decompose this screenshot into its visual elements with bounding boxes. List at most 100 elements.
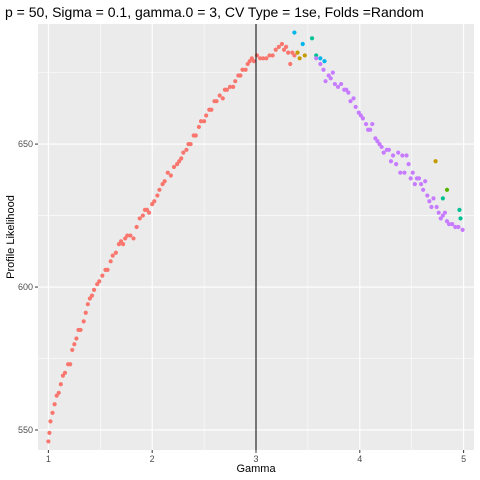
- data-point-series-6: [321, 67, 326, 72]
- data-point-series-1: [240, 67, 245, 72]
- data-point-series-1: [273, 47, 278, 52]
- x-tick-label: 1: [46, 454, 51, 464]
- data-point-series-6: [339, 81, 344, 87]
- data-point-series-1: [83, 310, 88, 315]
- data-point-series-6: [404, 153, 409, 158]
- data-point-series-1: [284, 44, 289, 49]
- data-point-series-1: [238, 73, 243, 78]
- data-point-series-4: [457, 207, 462, 212]
- data-point-series-1: [70, 347, 75, 353]
- data-point-series-1: [62, 370, 68, 375]
- data-point-series-6: [425, 193, 430, 198]
- data-point-series-1: [91, 287, 97, 292]
- data-point-series-1: [68, 362, 73, 367]
- data-point-series-2: [295, 50, 300, 55]
- data-point-series-1: [85, 302, 90, 307]
- data-point-series-1: [184, 147, 189, 152]
- x-tick-label: 4: [357, 454, 362, 464]
- data-point-series-1: [157, 187, 162, 192]
- data-point-series-1: [155, 193, 160, 198]
- data-point-series-5: [322, 59, 327, 64]
- data-point-series-1: [267, 53, 272, 58]
- data-point-series-6: [427, 199, 432, 204]
- data-point-series-1: [48, 419, 53, 424]
- data-point-series-1: [108, 259, 113, 264]
- data-point-series-1: [286, 50, 291, 55]
- chart-title: p = 50, Sigma = 0.1, gamma.0 = 3, CV Typ…: [5, 4, 424, 20]
- data-point-series-6: [360, 116, 366, 121]
- data-point-series-6: [423, 179, 428, 184]
- data-point-series-2: [297, 56, 302, 61]
- data-point-series-1: [100, 273, 105, 278]
- data-point-series-1: [121, 242, 126, 247]
- data-point-series-6: [400, 153, 405, 158]
- x-axis-ticks: 1 2 3 4 5: [46, 450, 466, 464]
- data-point-series-6: [396, 150, 401, 155]
- data-point-series-1: [292, 53, 297, 58]
- y-tick-label: 550: [18, 425, 33, 435]
- data-point-series-5: [292, 30, 297, 35]
- data-point-series-1: [74, 336, 79, 341]
- data-point-series-2: [433, 159, 438, 164]
- data-point-series-1: [288, 61, 293, 67]
- data-point-series-1: [196, 124, 202, 130]
- data-point-series-6: [335, 84, 341, 89]
- data-point-series-6: [390, 153, 396, 158]
- data-point-series-1: [214, 99, 219, 104]
- y-tick-label: 600: [18, 282, 33, 292]
- data-point-series-1: [231, 84, 236, 89]
- data-point-series-6: [410, 170, 415, 175]
- data-point-series-6: [381, 150, 386, 155]
- data-point-series-6: [363, 121, 369, 127]
- data-point-series-6: [323, 79, 328, 84]
- data-point-series-6: [429, 204, 434, 210]
- data-point-series-6: [318, 61, 323, 67]
- data-point-series-4: [440, 196, 445, 201]
- data-point-series-6: [398, 170, 403, 175]
- data-point-series-1: [89, 293, 95, 298]
- data-point-series-1: [125, 233, 130, 238]
- data-point-series-1: [81, 319, 86, 324]
- data-point-series-6: [348, 99, 353, 104]
- data-point-series-1: [227, 84, 233, 89]
- data-point-series-1: [251, 59, 257, 64]
- data-point-series-1: [217, 93, 222, 98]
- data-point-series-6: [434, 204, 439, 210]
- data-point-series-1: [140, 213, 145, 218]
- data-point-series-5: [300, 41, 305, 47]
- data-point-series-1: [168, 173, 173, 178]
- data-point-series-2: [302, 53, 307, 58]
- data-point-series-1: [50, 410, 55, 415]
- data-point-series-6: [442, 210, 448, 215]
- data-point-series-1: [97, 279, 102, 284]
- data-point-series-1: [198, 119, 204, 124]
- x-tick-label: 5: [461, 454, 466, 464]
- data-points: [46, 30, 465, 444]
- data-point-series-1: [209, 107, 214, 112]
- data-point-series-1: [181, 150, 186, 155]
- data-point-series-6: [460, 227, 465, 232]
- data-point-series-6: [406, 161, 411, 167]
- data-point-series-6: [370, 121, 375, 127]
- data-point-series-1: [105, 267, 110, 272]
- x-tick-label: 2: [150, 454, 155, 464]
- data-point-series-6: [421, 187, 426, 192]
- data-point-series-6: [386, 147, 391, 152]
- data-point-series-1: [179, 156, 184, 161]
- data-point-series-1: [52, 402, 57, 407]
- data-point-series-6: [446, 222, 452, 227]
- data-point-series-1: [204, 113, 209, 118]
- data-point-series-6: [418, 182, 424, 187]
- data-point-series-1: [113, 250, 118, 255]
- data-point-series-1: [193, 133, 198, 138]
- data-point-series-6: [453, 224, 458, 230]
- data-point-series-1: [131, 236, 136, 241]
- data-point-series-1: [224, 87, 230, 92]
- x-axis-label: Gamma: [236, 463, 276, 475]
- data-point-series-6: [394, 161, 399, 167]
- data-point-series-1: [233, 79, 238, 84]
- data-point-series-1: [72, 342, 77, 347]
- data-point-series-3: [444, 187, 450, 192]
- data-point-series-1: [220, 96, 225, 101]
